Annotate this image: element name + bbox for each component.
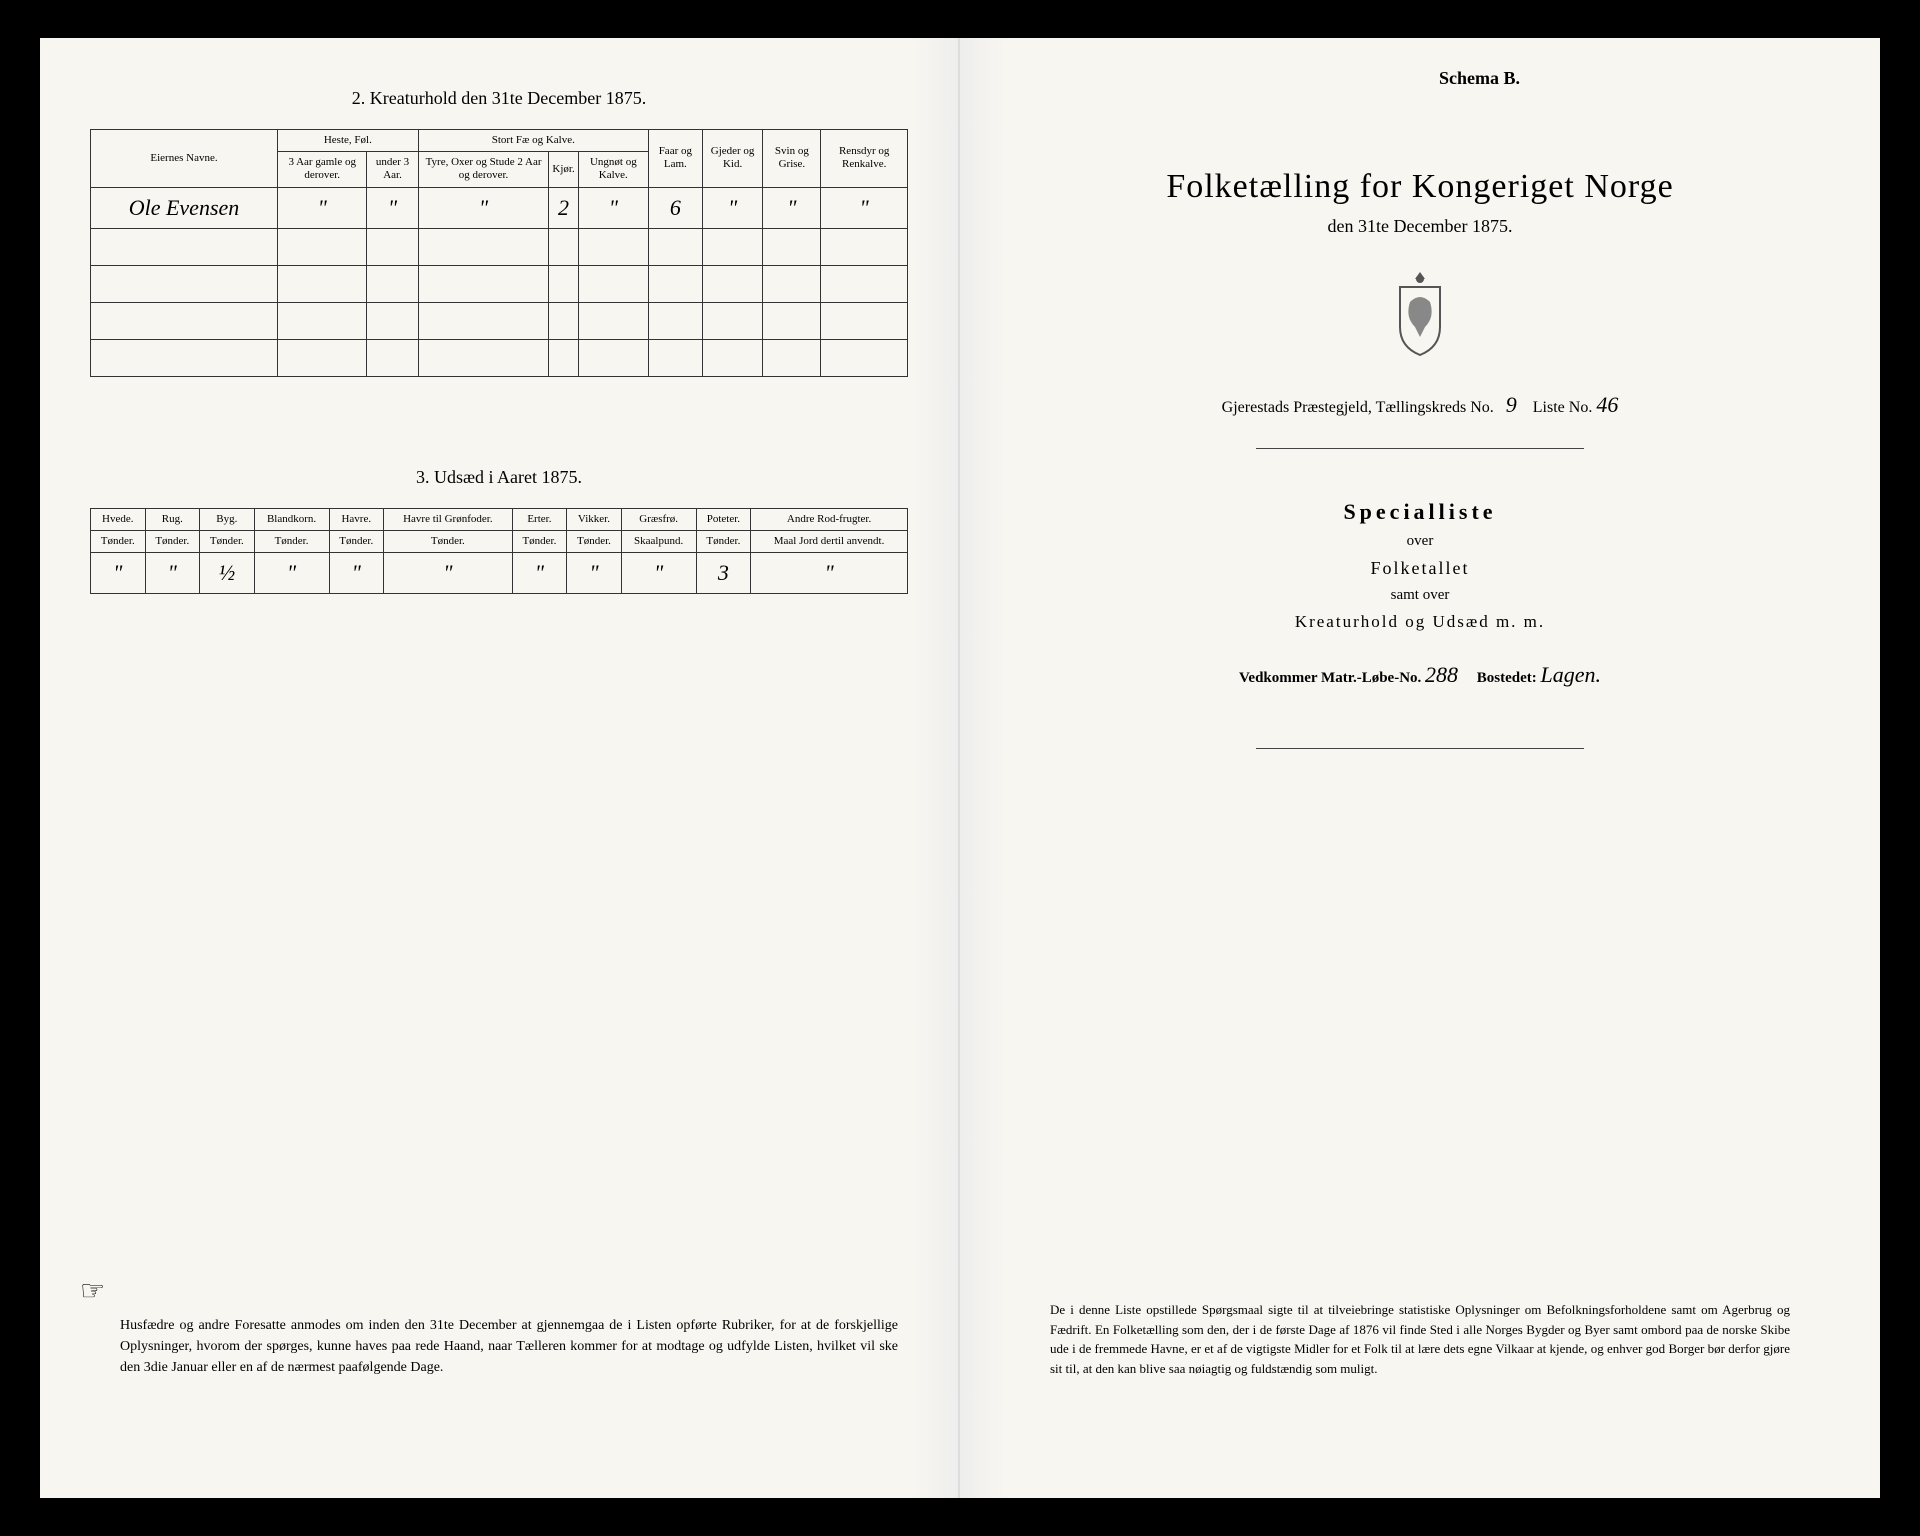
cell: "	[329, 552, 384, 593]
right-page: Schema B. Folketælling for Kongeriget No…	[960, 38, 1880, 1498]
specialliste-title: Specialliste	[1010, 499, 1830, 525]
unit: Tønder.	[200, 530, 255, 552]
unit: Tønder.	[512, 530, 567, 552]
cell: "	[145, 552, 200, 593]
kreatur-line: Kreaturhold og Udsæd m. m.	[1010, 612, 1830, 632]
udsaed-table: Hvede. Rug. Byg. Blandkorn. Havre. Havre…	[90, 508, 908, 594]
left-page: 2. Kreaturhold den 31te December 1875. E…	[40, 38, 960, 1498]
cell: "	[384, 552, 513, 593]
matr-line: Vedkommer Matr.-Løbe-No. 288 Bostedet: L…	[1010, 662, 1830, 688]
table-row: " " ½ " " " " " " 3 "	[91, 552, 908, 593]
table-row	[91, 339, 908, 376]
cell: 6	[648, 187, 702, 228]
divider	[1256, 748, 1584, 749]
col-h1: 3 Aar gamle og derover.	[278, 152, 367, 187]
c9: Græsfrø.	[621, 508, 696, 530]
section3-title: 3. Udsæd i Aaret 1875.	[90, 467, 908, 488]
col-h2: under 3 Aar.	[367, 152, 418, 187]
unit: Tønder.	[384, 530, 513, 552]
group-heste: Heste, Føl.	[278, 130, 419, 152]
cell: "	[254, 552, 329, 593]
unit: Tønder.	[254, 530, 329, 552]
kreds-no: 9	[1506, 392, 1517, 417]
table-row: Ole Evensen " " " 2 " 6 " " "	[91, 187, 908, 228]
unit: Tønder.	[91, 530, 146, 552]
cell: ½	[200, 552, 255, 593]
cell: "	[567, 552, 622, 593]
col-svin: Svin og Grise.	[763, 130, 821, 188]
liste-no: 46	[1596, 392, 1618, 417]
cell: 2	[549, 187, 578, 228]
table-row	[91, 265, 908, 302]
col-gjed: Gjeder og Kid.	[702, 130, 763, 188]
bostedet: Lagen.	[1541, 662, 1602, 687]
c10: Poteter.	[696, 508, 751, 530]
census-subtitle: den 31te December 1875.	[1010, 216, 1830, 237]
c3: Byg.	[200, 508, 255, 530]
pointing-hand-icon: ☞	[80, 1274, 105, 1308]
samtover: samt over	[1010, 587, 1830, 604]
cell: "	[763, 187, 821, 228]
table-row	[91, 302, 908, 339]
cell: "	[821, 187, 908, 228]
locality-line: Gjerestads Præstegjeld, Tællingskreds No…	[1010, 392, 1830, 418]
c8: Vikker.	[567, 508, 622, 530]
cell: "	[278, 187, 367, 228]
cell: "	[702, 187, 763, 228]
cell: "	[91, 552, 146, 593]
col-faar: Faar og Lam.	[648, 130, 702, 188]
cell: "	[578, 187, 648, 228]
col-f3: Ungnøt og Kalve.	[578, 152, 648, 187]
left-notice: Husfædre og andre Foresatte anmodes om i…	[120, 1315, 898, 1378]
cell: 3	[696, 552, 751, 593]
owner-name: Ole Evensen	[91, 187, 278, 228]
c11: Andre Rod-frugter.	[751, 508, 908, 530]
cell: "	[751, 552, 908, 593]
census-title: Folketælling for Kongeriget Norge	[1010, 168, 1830, 206]
coat-of-arms-icon	[1010, 267, 1830, 362]
unit-skaal: Skaalpund.	[621, 530, 696, 552]
folketallet: Folketallet	[1010, 558, 1830, 579]
cell: "	[418, 187, 549, 228]
over: over	[1010, 533, 1830, 550]
right-notice: De i denne Liste opstillede Spørgsmaal s…	[1050, 1300, 1790, 1378]
matr-label: Vedkommer Matr.-Løbe-No.	[1239, 670, 1421, 686]
cell: "	[512, 552, 567, 593]
unit: Tønder.	[145, 530, 200, 552]
c4: Blandkorn.	[254, 508, 329, 530]
book-spread: 2. Kreaturhold den 31te December 1875. E…	[40, 38, 1880, 1498]
liste-label: Liste No.	[1533, 399, 1593, 416]
divider	[1256, 448, 1584, 449]
col-ren: Rensdyr og Renkalve.	[821, 130, 908, 188]
group-fae: Stort Fæ og Kalve.	[418, 130, 648, 152]
bostedet-label: Bostedet:	[1477, 670, 1537, 686]
c1: Hvede.	[91, 508, 146, 530]
c6: Havre til Grønfoder.	[384, 508, 513, 530]
section2-title: 2. Kreaturhold den 31te December 1875.	[90, 88, 908, 109]
matr-no: 288	[1425, 662, 1458, 687]
c5: Havre.	[329, 508, 384, 530]
unit: Tønder.	[567, 530, 622, 552]
unit-maal: Maal Jord dertil anvendt.	[751, 530, 908, 552]
unit: Tønder.	[696, 530, 751, 552]
c2: Rug.	[145, 508, 200, 530]
col-f1: Tyre, Oxer og Stude 2 Aar og derover.	[418, 152, 549, 187]
cell: "	[367, 187, 418, 228]
locality-prefix: Gjerestads Præstegjeld, Tællingskreds No…	[1222, 399, 1494, 416]
c7: Erter.	[512, 508, 567, 530]
table-row	[91, 228, 908, 265]
schema-label: Schema B.	[1439, 68, 1520, 89]
kreaturhold-table: Eiernes Navne. Heste, Føl. Stort Fæ og K…	[90, 129, 908, 377]
col-f2: Kjør.	[549, 152, 578, 187]
unit: Tønder.	[329, 530, 384, 552]
col-eier: Eiernes Navne.	[91, 130, 278, 188]
cell: "	[621, 552, 696, 593]
